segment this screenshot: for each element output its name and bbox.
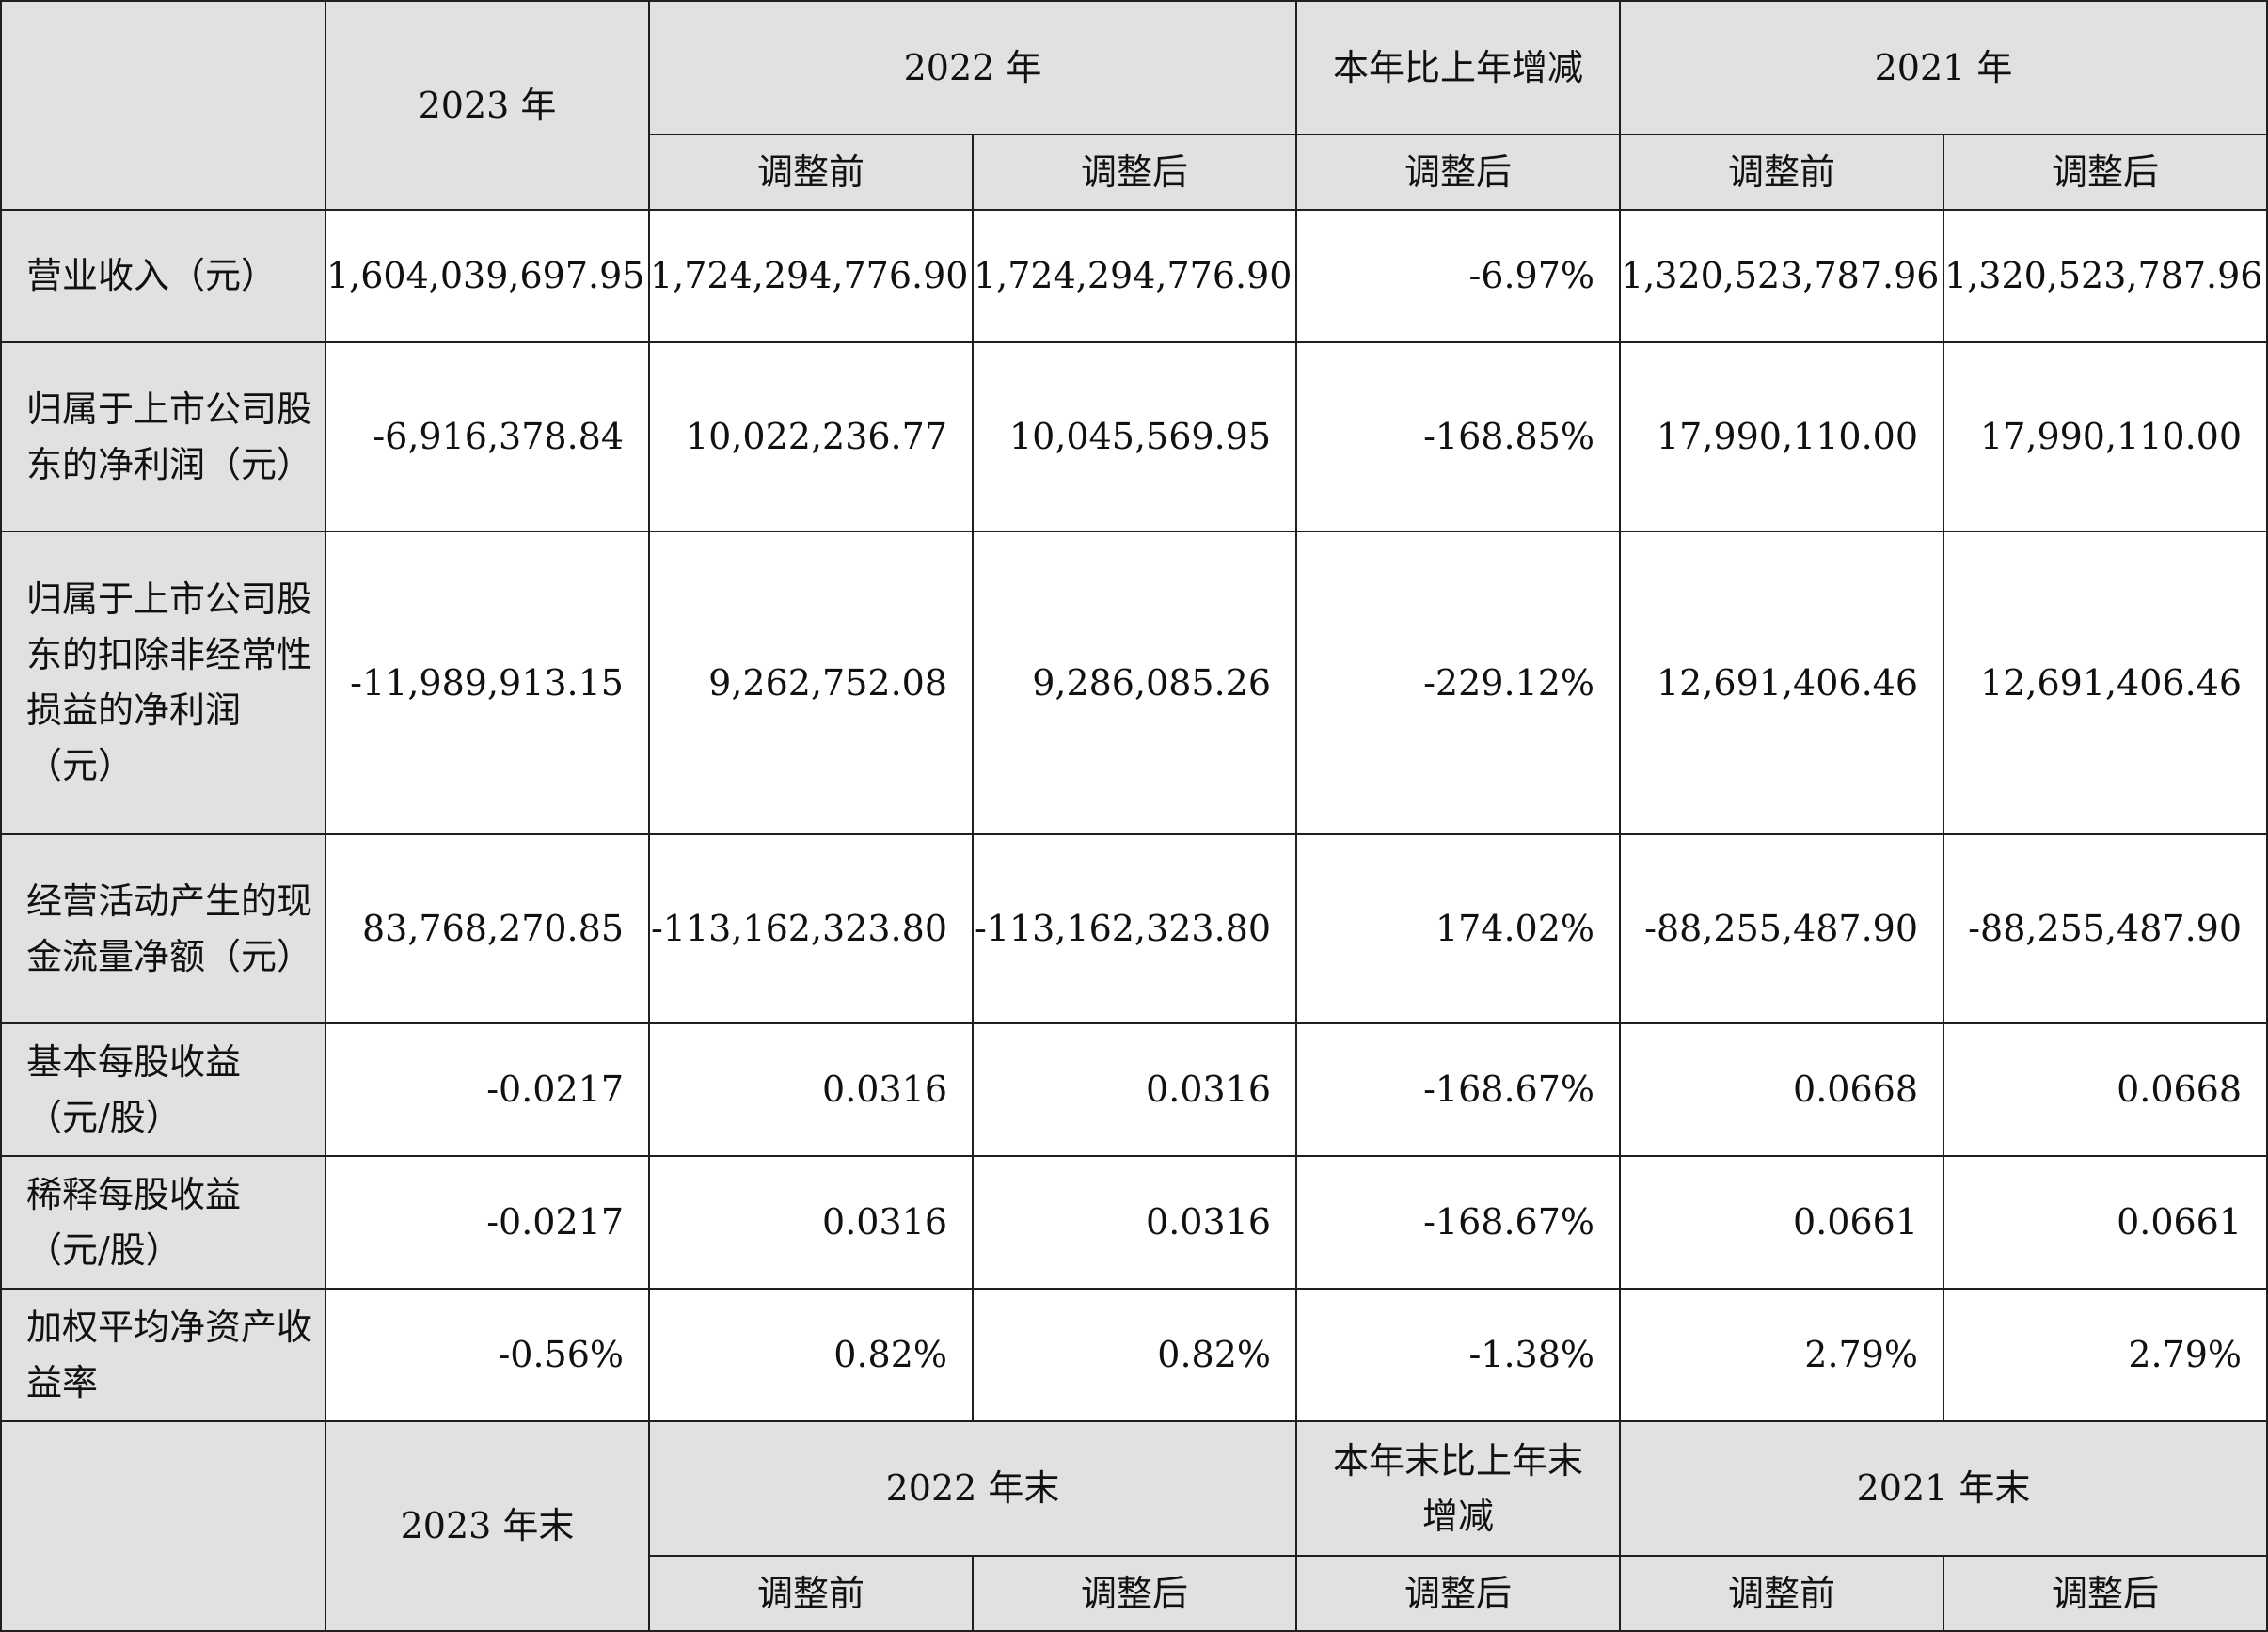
table-row: 经营活动产生的现金流量净额（元） 83,768,270.85 -113,162,… xyxy=(0,833,2268,1024)
cell-value: 17,990,110.00 xyxy=(1619,341,1945,532)
row-label: 归属于上市公司股东的扣除非经常性损益的净利润（元） xyxy=(0,531,326,835)
header-corner xyxy=(0,0,326,211)
footer-header-row-2: 调整前 调整后 调整后 调整前 调整后 xyxy=(1,1555,2268,1632)
cell-value: 0.82% xyxy=(971,1288,1298,1422)
cell-value: 0.0668 xyxy=(1619,1022,1945,1157)
header-change: 本年比上年增减 xyxy=(1295,0,1622,135)
cell-value: -6,916,378.84 xyxy=(325,341,650,532)
cell-value: 0.82% xyxy=(648,1288,974,1422)
cell-value: 10,045,569.95 xyxy=(971,341,1298,532)
header-2022-after: 调整后 xyxy=(971,134,1298,211)
header-2022: 2022 年 xyxy=(647,0,1298,135)
header-2021-after: 调整后 xyxy=(1943,134,2268,211)
cell-value: -229.12% xyxy=(1295,531,1622,835)
header-2022-before: 调整前 xyxy=(648,134,974,211)
cell-value: 0.0316 xyxy=(648,1155,974,1290)
footer-header-corner xyxy=(0,1420,326,1632)
cell-value: 12,691,406.46 xyxy=(1943,531,2268,835)
header-change-end: 本年末比上年末增减 xyxy=(1295,1420,1622,1557)
cell-value: 0.0316 xyxy=(971,1022,1298,1157)
cell-value: -113,162,323.80 xyxy=(648,833,974,1024)
footer-2022-before: 调整前 xyxy=(648,1555,974,1632)
cell-value: 2.79% xyxy=(1943,1288,2268,1422)
cell-value: 12,691,406.46 xyxy=(1619,531,1945,835)
cell-value: -88,255,487.90 xyxy=(1619,833,1945,1024)
table-row: 营业收入（元） 1,604,039,697.95 1,724,294,776.9… xyxy=(0,209,2268,343)
header-change-after: 调整后 xyxy=(1295,134,1622,211)
footer-2021-after: 调整后 xyxy=(1943,1555,2268,1632)
cell-value: 1,320,523,787.96 xyxy=(1943,209,2268,343)
cell-value: 1,320,523,787.96 xyxy=(1619,209,1945,343)
table-row: 加权平均净资产收益率 -0.56% 0.82% 0.82% -1.38% 2.7… xyxy=(0,1288,2268,1422)
cell-value: 83,768,270.85 xyxy=(325,833,650,1024)
footer-2021-before: 调整前 xyxy=(1619,1555,1945,1632)
row-label: 稀释每股收益（元/股） xyxy=(0,1155,326,1290)
cell-value: 0.0661 xyxy=(1619,1155,1945,1290)
header-row-1: 2023 年 2022 年 本年比上年增减 2021 年 xyxy=(0,0,2268,211)
table-row: 稀释每股收益（元/股） -0.0217 0.0316 0.0316 -168.6… xyxy=(0,1155,2268,1290)
cell-value: 9,262,752.08 xyxy=(648,531,974,835)
cell-value: 2.79% xyxy=(1619,1288,1945,1422)
cell-value: -113,162,323.80 xyxy=(971,833,1298,1024)
row-label: 营业收入（元） xyxy=(0,209,326,343)
cell-value: 10,022,236.77 xyxy=(648,341,974,532)
row-label: 加权平均净资产收益率 xyxy=(0,1288,326,1422)
cell-value: -0.56% xyxy=(325,1288,650,1422)
cell-value: 17,990,110.00 xyxy=(1943,341,2268,532)
footer-change-after: 调整后 xyxy=(1295,1555,1622,1632)
cell-value: 0.0316 xyxy=(971,1155,1298,1290)
cell-value: 174.02% xyxy=(1295,833,1622,1024)
cell-value: -88,255,487.90 xyxy=(1943,833,2268,1024)
cell-value: 0.0661 xyxy=(1943,1155,2268,1290)
header-2021: 2021 年 xyxy=(1619,0,2268,135)
table-row: 归属于上市公司股东的净利润（元） -6,916,378.84 10,022,23… xyxy=(0,341,2268,532)
cell-value: -168.85% xyxy=(1295,341,1622,532)
footer-2022-after: 调整后 xyxy=(971,1555,1298,1632)
cell-value: -1.38% xyxy=(1295,1288,1622,1422)
cell-value: 9,286,085.26 xyxy=(971,531,1298,835)
cell-value: 0.0316 xyxy=(648,1022,974,1157)
cell-value: 1,604,039,697.95 xyxy=(325,209,650,343)
row-label: 归属于上市公司股东的净利润（元） xyxy=(0,341,326,532)
cell-value: -0.0217 xyxy=(325,1155,650,1290)
cell-value: -168.67% xyxy=(1295,1022,1622,1157)
cell-value: -0.0217 xyxy=(325,1022,650,1157)
cell-value: -11,989,913.15 xyxy=(325,531,650,835)
header-2023: 2023 年 xyxy=(325,0,650,211)
row-label: 基本每股收益（元/股） xyxy=(0,1022,326,1157)
row-label: 经营活动产生的现金流量净额（元） xyxy=(0,833,326,1024)
cell-value: 1,724,294,776.90 xyxy=(648,209,974,343)
header-2023-end: 2023 年末 xyxy=(325,1420,650,1632)
header-2021-before: 调整前 xyxy=(1619,134,1945,211)
cell-value: -168.67% xyxy=(1295,1155,1622,1290)
footer-header-row-1: 2023 年末 2022 年末 本年末比上年末增减 2021 年末 xyxy=(0,1420,2268,1632)
cell-value: -6.97% xyxy=(1295,209,1622,343)
table-row: 基本每股收益（元/股） -0.0217 0.0316 0.0316 -168.6… xyxy=(0,1022,2268,1157)
cell-value: 0.0668 xyxy=(1943,1022,2268,1157)
table-row: 归属于上市公司股东的扣除非经常性损益的净利润（元） -11,989,913.15… xyxy=(0,531,2268,835)
header-row-2: 调整前 调整后 调整后 调整前 调整后 xyxy=(1,134,2268,211)
header-2021-end: 2021 年末 xyxy=(1619,1420,2268,1557)
cell-value: 1,724,294,776.90 xyxy=(971,209,1298,343)
header-2022-end: 2022 年末 xyxy=(647,1420,1298,1557)
